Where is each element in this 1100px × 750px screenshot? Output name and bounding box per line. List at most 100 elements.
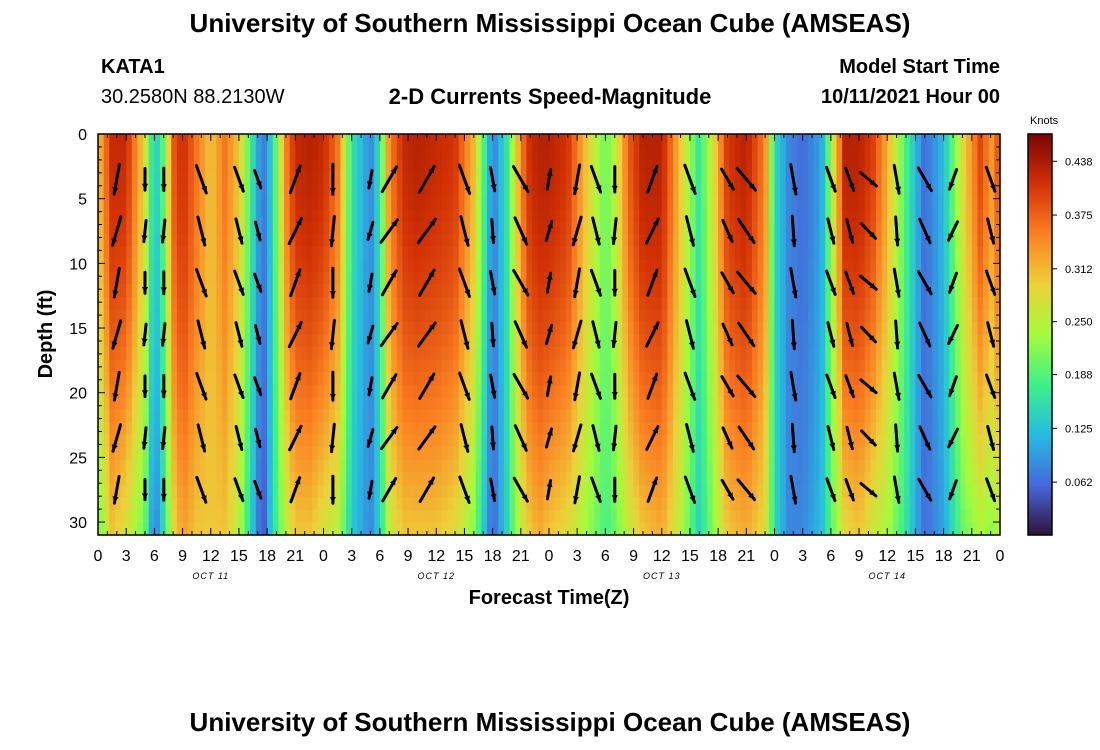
heatmap-cell (509, 347, 516, 361)
heatmap-cell (870, 296, 877, 311)
heatmap-cell (932, 321, 939, 336)
heatmap-cell (374, 522, 381, 536)
heatmap-cell (267, 459, 274, 473)
heatmap-cell (847, 159, 855, 173)
heatmap-cell (706, 234, 714, 248)
heatmap-cell (594, 209, 601, 223)
heatmap-cell (892, 196, 900, 210)
heatmap-cell (486, 497, 494, 511)
heatmap-cell (780, 246, 787, 260)
heatmap-cell (549, 234, 556, 248)
heatmap-cell (588, 259, 595, 273)
heatmap-cell (605, 196, 612, 210)
heatmap-cell (746, 497, 753, 511)
heatmap-cell (413, 347, 420, 361)
heatmap-cell (103, 284, 110, 298)
heatmap-cell (272, 321, 279, 336)
heatmap-cell (374, 284, 381, 298)
heatmap-cell (819, 409, 826, 423)
heatmap-cell (757, 134, 764, 148)
heatmap-cell (486, 447, 494, 461)
heatmap-cell (171, 484, 178, 499)
heatmap-cell (661, 171, 668, 185)
heatmap-cell (611, 209, 618, 223)
heatmap-cell (966, 409, 973, 423)
heatmap-cell (887, 397, 894, 411)
heatmap-cell (712, 234, 719, 248)
heatmap-cell (960, 221, 967, 235)
heatmap-cell (526, 522, 533, 536)
heatmap-cell (306, 522, 313, 536)
heatmap-cell (357, 321, 364, 336)
heatmap-cell (250, 509, 257, 524)
heatmap-cell (98, 497, 105, 511)
heatmap-cell (165, 434, 172, 448)
heatmap-cell (813, 372, 821, 386)
heatmap-cell (453, 509, 460, 524)
heatmap-cell (475, 184, 482, 198)
heatmap-cell (227, 171, 234, 185)
heatmap-cell (966, 509, 973, 524)
heatmap-cell (205, 372, 212, 386)
heatmap-cell (842, 196, 849, 210)
heatmap-cell (216, 447, 223, 461)
heatmap-cell (949, 522, 956, 536)
heatmap-cell (909, 372, 917, 386)
heatmap-cell (182, 397, 189, 411)
heatmap-cell (825, 209, 832, 223)
heatmap-cell (486, 184, 494, 198)
heatmap-cell (864, 372, 871, 386)
heatmap-cell (120, 497, 127, 511)
heatmap-cell (791, 422, 798, 436)
heatmap-cell (960, 309, 967, 323)
heatmap-cell (515, 246, 522, 260)
heatmap-cell (751, 146, 759, 160)
heatmap-cell (813, 171, 821, 185)
heatmap-cell (881, 296, 888, 311)
heatmap-cell (729, 509, 736, 524)
heatmap-cell (481, 309, 488, 323)
heatmap-cell (537, 447, 544, 461)
heatmap-cell (216, 384, 223, 398)
heatmap-cell (436, 221, 443, 235)
heatmap-cell (926, 159, 933, 173)
heatmap-cell (830, 196, 838, 210)
heatmap-cell (633, 372, 640, 386)
heatmap-cell (921, 497, 928, 511)
heatmap-cell (735, 246, 742, 260)
heatmap-cell (351, 259, 358, 273)
heatmap-cell (582, 296, 590, 311)
heatmap-cell (188, 259, 195, 273)
heatmap-cell (712, 472, 719, 486)
heatmap-cell (492, 472, 499, 486)
heatmap-cell (830, 134, 838, 148)
heatmap-cell (915, 296, 922, 311)
heatmap-cell (808, 372, 815, 386)
heatmap-cell (870, 321, 877, 336)
heatmap-cell (921, 347, 928, 361)
heatmap-cell (515, 146, 522, 160)
heatmap-cell (966, 221, 973, 235)
heatmap-cell (808, 321, 815, 336)
heatmap-cell (915, 184, 922, 198)
heatmap-cell (549, 497, 556, 511)
heatmap-cell (317, 296, 325, 311)
heatmap-cell (103, 184, 110, 198)
heatmap-cell (921, 509, 928, 524)
heatmap-cell (103, 246, 110, 260)
heatmap-cell (312, 522, 319, 536)
heatmap-cell (244, 146, 251, 160)
heatmap-cell (627, 434, 635, 448)
heatmap-cell (932, 171, 939, 185)
heatmap-cell (481, 422, 488, 436)
heatmap-cell (98, 434, 105, 448)
heatmap-cell (667, 309, 674, 323)
heatmap-cell (250, 321, 257, 336)
heatmap-cell (244, 384, 251, 398)
heatmap-cell (797, 472, 804, 486)
heatmap-cell (949, 196, 956, 210)
heatmap-cell (109, 196, 116, 210)
heatmap-cell (244, 397, 251, 411)
heatmap-cell (656, 509, 663, 524)
heatmap-cell (937, 296, 945, 311)
